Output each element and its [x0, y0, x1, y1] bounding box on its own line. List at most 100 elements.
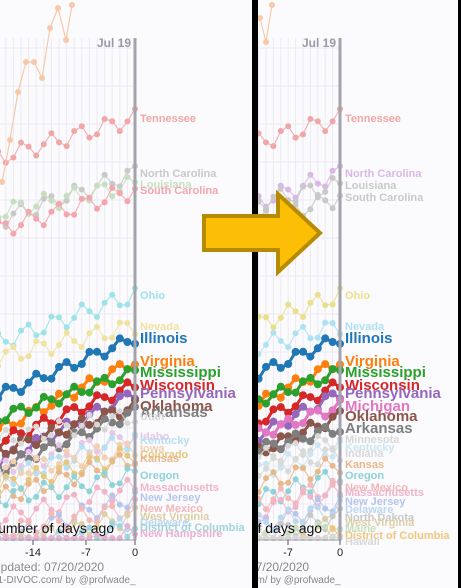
series-point: [124, 320, 131, 326]
series-point: [109, 193, 116, 200]
state-label: Minnesota: [345, 434, 400, 446]
series-point: [285, 344, 292, 351]
series-point: [85, 420, 94, 429]
series-point: [328, 389, 337, 398]
series-point: [10, 458, 17, 465]
series-point: [55, 428, 63, 437]
series-point: [109, 334, 116, 341]
state-label: New Jersey: [345, 496, 406, 508]
series-point: [285, 442, 292, 449]
state-label: New Mexico: [345, 482, 408, 494]
series-point: [258, 374, 263, 383]
series-point: [322, 515, 329, 522]
series-point: [85, 402, 94, 411]
right-arrow-icon: [202, 190, 323, 276]
series-point: [116, 522, 123, 529]
credit-text: 91-DIVOC.com/ by @profwade_: [258, 575, 341, 586]
series-point: [108, 406, 117, 415]
series-point: [123, 389, 132, 398]
series-point: [48, 208, 55, 215]
series-point: [108, 344, 117, 353]
series-point: [124, 512, 131, 519]
series-point: [24, 409, 33, 417]
series-point: [258, 130, 262, 137]
series-point: [85, 347, 94, 356]
series-point: [63, 525, 70, 532]
state-label: Iowa: [140, 443, 165, 455]
series-point: [263, 39, 269, 45]
series-point: [71, 481, 78, 488]
series-point: [269, 358, 278, 367]
series-point: [109, 435, 116, 441]
series-point: [32, 403, 41, 412]
series-point: [262, 389, 270, 398]
series-point: [322, 505, 329, 512]
series-point: [10, 210, 17, 217]
series-point: [124, 301, 131, 308]
series-point: [78, 186, 85, 193]
series-point: [300, 489, 306, 496]
series-point: [314, 474, 321, 481]
series-point: [306, 373, 315, 382]
series-point: [329, 445, 336, 452]
series-point: [328, 365, 337, 374]
series-point: [322, 468, 329, 475]
state-label: Ohio: [140, 290, 165, 302]
series-point: [285, 479, 292, 486]
series-point: [86, 506, 93, 513]
x-tick-label: -7: [81, 547, 91, 559]
series-point: [0, 535, 2, 541]
series-point: [10, 230, 17, 237]
series-point: [321, 386, 330, 395]
series-point: [71, 473, 78, 480]
series-point: [33, 470, 40, 477]
series-point: [276, 445, 285, 454]
series-point: [322, 523, 329, 530]
series-point: [71, 314, 78, 321]
series-point: [62, 405, 71, 414]
series-point: [314, 461, 321, 468]
series-point: [329, 167, 336, 174]
series-line: [258, 288, 341, 329]
series-point: [1, 436, 10, 445]
series-point: [322, 197, 329, 204]
series-point: [258, 535, 262, 541]
series-point: [263, 475, 269, 482]
series-point: [40, 340, 47, 347]
series-point: [32, 369, 41, 378]
series-point: [63, 37, 69, 43]
series-point: [263, 341, 269, 348]
series-point: [1, 382, 10, 391]
series-point: [71, 184, 78, 191]
state-label: Nevada: [345, 321, 385, 333]
series-point: [10, 503, 17, 510]
series-point: [300, 465, 306, 472]
series-point: [328, 338, 337, 346]
series-point: [116, 445, 123, 452]
series-point: [300, 314, 306, 320]
series-point: [71, 432, 78, 439]
series-point: [109, 180, 116, 187]
series-point: [15, 89, 21, 95]
series-point: [0, 394, 3, 402]
series-point: [115, 334, 124, 343]
series-point: [2, 426, 9, 433]
series-point: [124, 440, 131, 447]
state-label: New Hampshire: [140, 528, 223, 540]
series-point: [300, 183, 306, 190]
state-label: West Virginia: [140, 511, 210, 523]
series-point: [258, 395, 263, 404]
series-point: [86, 411, 93, 418]
series-point: [101, 534, 108, 541]
series-point: [9, 383, 18, 392]
series-point: [285, 529, 292, 536]
series-point: [63, 471, 70, 478]
series-point: [78, 301, 85, 308]
series-point: [48, 193, 55, 200]
series-point: [25, 497, 32, 504]
series-point: [86, 488, 93, 495]
series-point: [62, 440, 71, 449]
state-label: Michigan: [345, 398, 410, 415]
series-point: [277, 485, 284, 492]
series-point: [284, 360, 293, 368]
